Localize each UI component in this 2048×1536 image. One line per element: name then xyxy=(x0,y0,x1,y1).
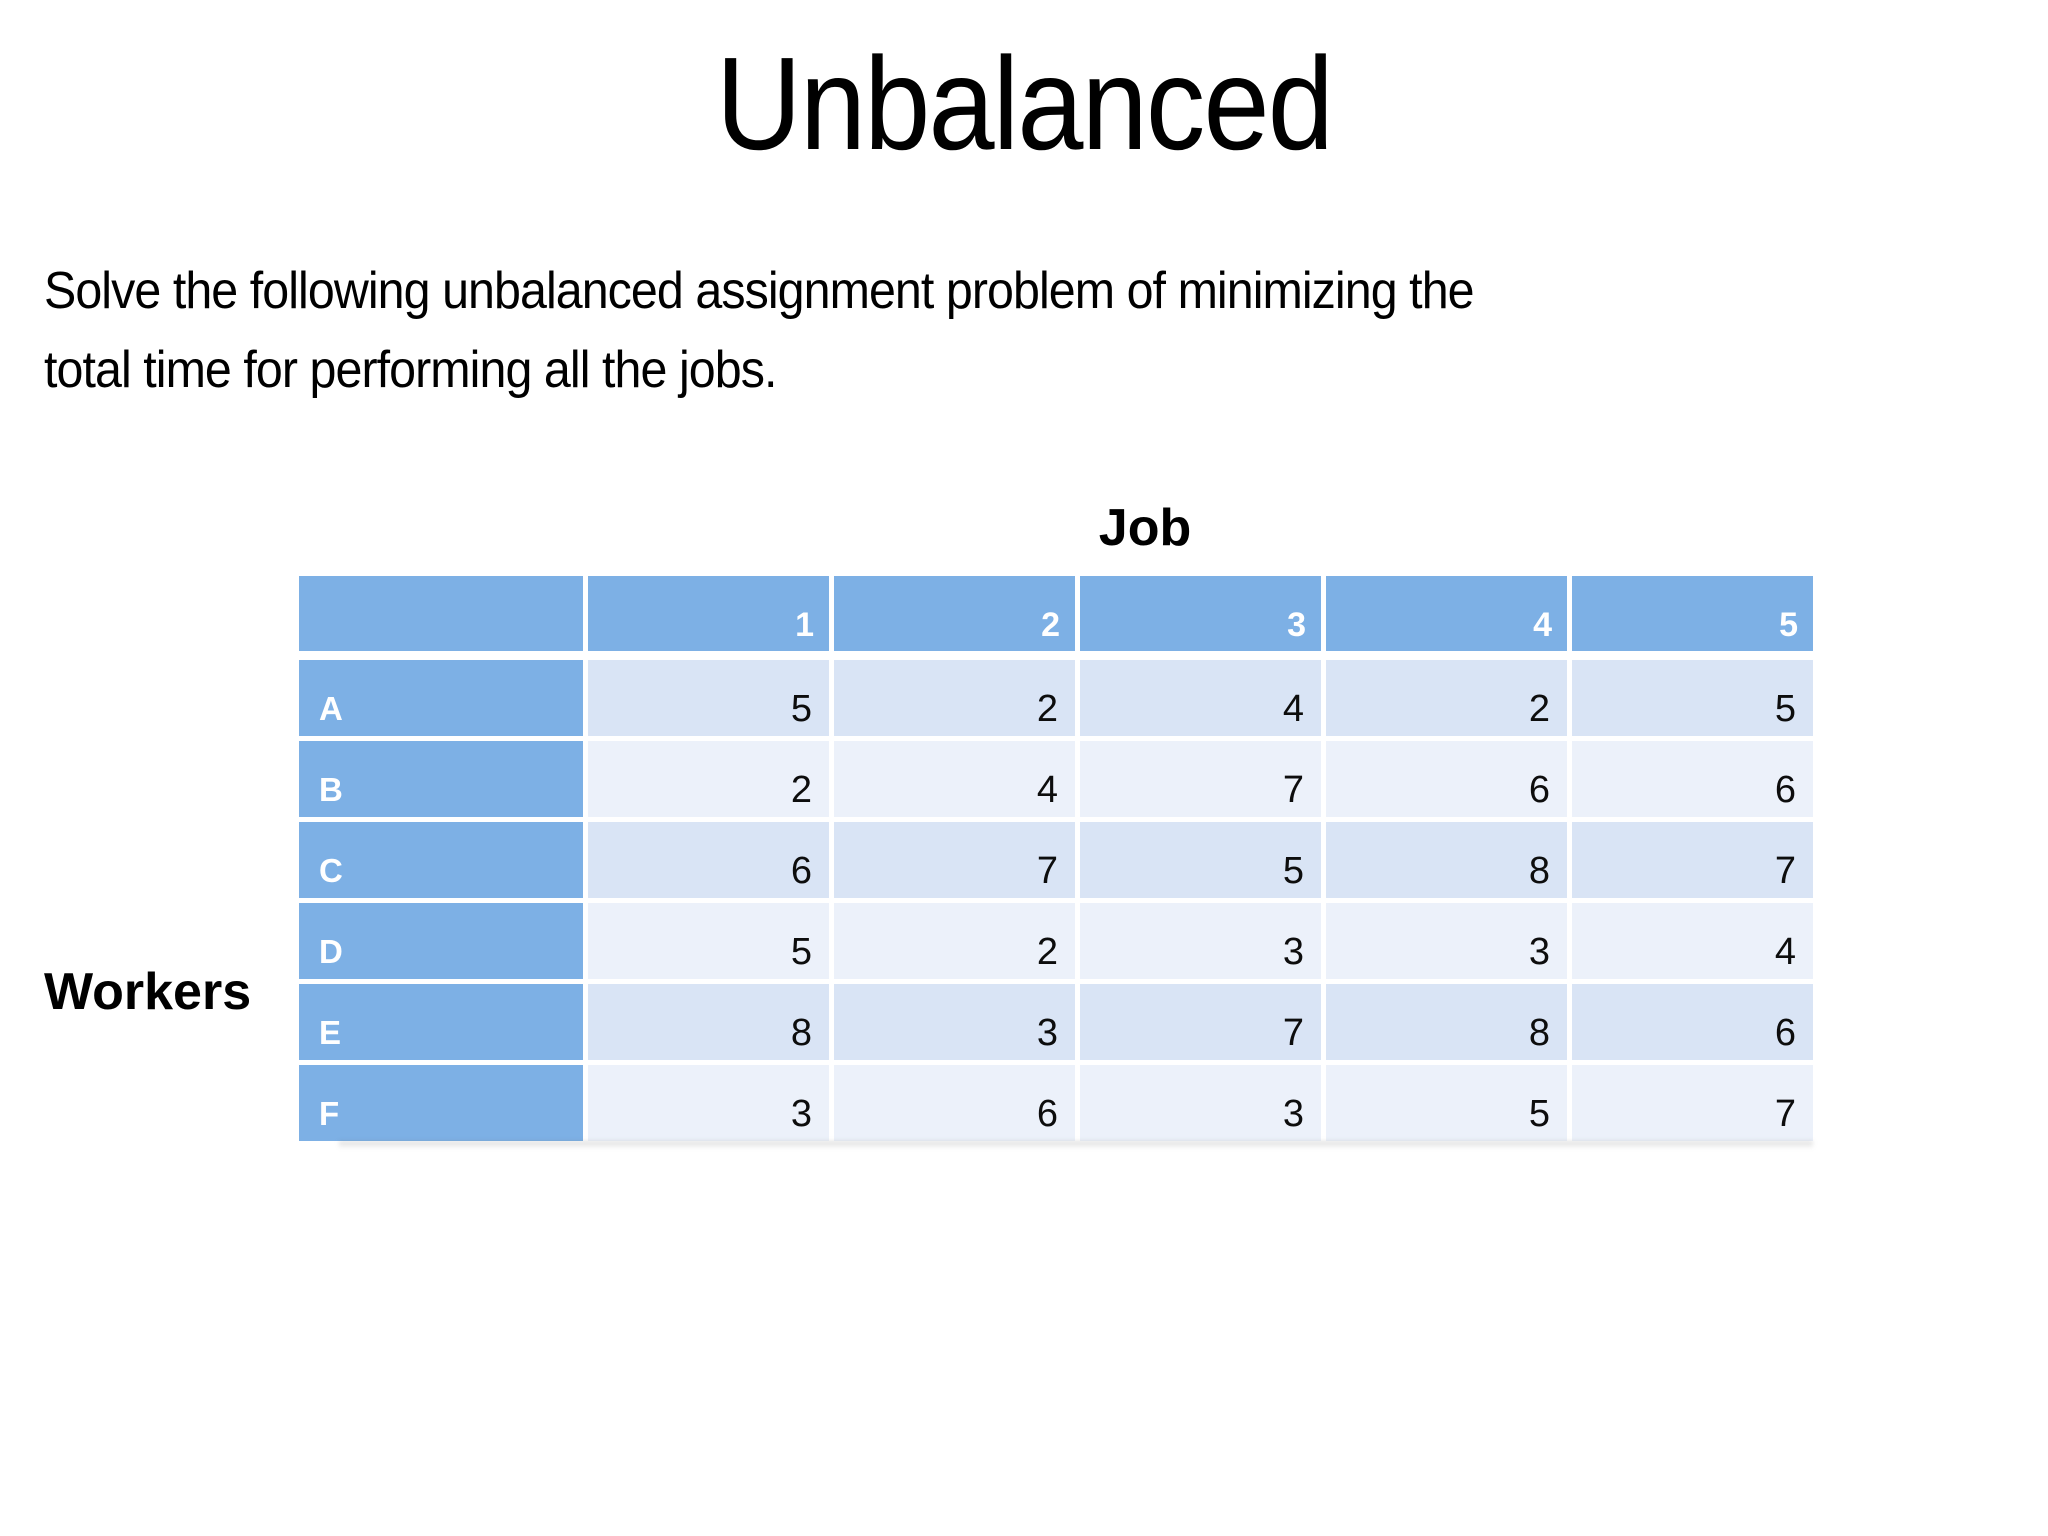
cost-cell-E-5: 6 xyxy=(1572,984,1813,1060)
table-corner-cell xyxy=(299,576,583,651)
row-label-E: E xyxy=(299,984,583,1060)
cost-cell-E-1: 8 xyxy=(588,984,829,1060)
cost-cell-E-2: 3 xyxy=(834,984,1075,1060)
cost-cell-B-5: 6 xyxy=(1572,741,1813,817)
page-title: Unbalanced xyxy=(715,30,1334,177)
problem-statement-line-1: Solve the following unbalanced assignmen… xyxy=(44,262,1475,320)
cost-cell-F-1: 3 xyxy=(588,1065,829,1141)
row-label-A: A xyxy=(299,660,583,736)
row-label-F: F xyxy=(299,1065,583,1141)
cost-cell-E-3: 7 xyxy=(1080,984,1321,1060)
problem-statement: Solve the following unbalanced assignmen… xyxy=(44,252,2024,410)
cost-cell-C-5: 7 xyxy=(1572,822,1813,898)
row-label-D: D xyxy=(299,903,583,979)
row-label-C: C xyxy=(299,822,583,898)
cost-cell-B-3: 7 xyxy=(1080,741,1321,817)
column-header-3: 3 xyxy=(1080,576,1321,651)
cost-cell-A-2: 2 xyxy=(834,660,1075,736)
column-header-1: 1 xyxy=(588,576,829,651)
column-header-5: 5 xyxy=(1572,576,1813,651)
cost-cell-A-5: 5 xyxy=(1572,660,1813,736)
cost-cell-F-3: 3 xyxy=(1080,1065,1321,1141)
problem-statement-line-2: total time for performing all the jobs. xyxy=(44,341,777,400)
workers-axis-label: Workers xyxy=(44,963,252,1021)
cost-cell-D-4: 3 xyxy=(1326,903,1567,979)
cost-cell-B-1: 2 xyxy=(588,741,829,817)
cost-cell-D-3: 3 xyxy=(1080,903,1321,979)
cost-cell-D-5: 4 xyxy=(1572,903,1813,979)
column-header-4: 4 xyxy=(1326,576,1567,651)
column-header-2: 2 xyxy=(834,576,1075,651)
cost-cell-A-1: 5 xyxy=(588,660,829,736)
cost-cell-F-5: 7 xyxy=(1572,1065,1813,1141)
cost-cell-C-4: 8 xyxy=(1326,822,1567,898)
cost-cell-C-3: 5 xyxy=(1080,822,1321,898)
cost-cell-A-4: 2 xyxy=(1326,660,1567,736)
cost-cell-A-3: 4 xyxy=(1080,660,1321,736)
cost-cell-C-1: 6 xyxy=(588,822,829,898)
cost-cell-F-2: 6 xyxy=(834,1065,1075,1141)
cost-cell-B-2: 4 xyxy=(834,741,1075,817)
cost-cell-C-2: 7 xyxy=(834,822,1075,898)
job-axis-label: Job xyxy=(1098,499,1192,557)
row-label-B: B xyxy=(299,741,583,817)
cost-cell-B-4: 6 xyxy=(1326,741,1567,817)
cost-cell-D-2: 2 xyxy=(834,903,1075,979)
cost-cell-D-1: 5 xyxy=(588,903,829,979)
cost-cell-F-4: 5 xyxy=(1326,1065,1567,1141)
cost-cell-E-4: 8 xyxy=(1326,984,1567,1060)
